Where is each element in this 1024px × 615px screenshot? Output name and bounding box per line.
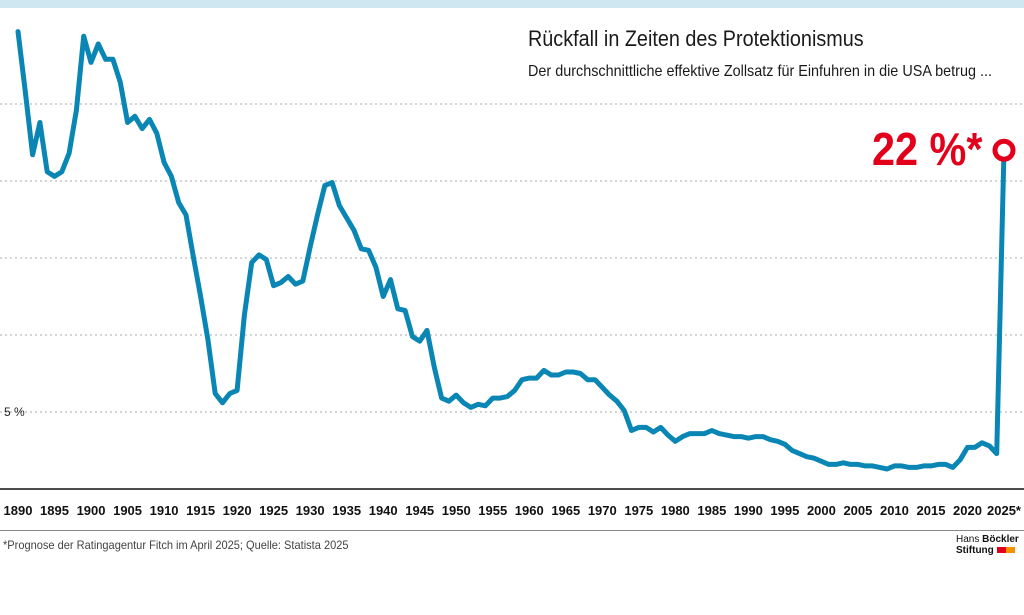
x-tick-label: 1890 [4, 503, 33, 518]
chart-title: Rückfall in Zeiten des Protektionismus [528, 26, 864, 51]
y-tick-label: 5 % [4, 405, 25, 419]
x-tick-label: 1985 [697, 503, 726, 518]
x-tick-label: 1910 [150, 503, 179, 518]
x-tick-label: 1915 [186, 503, 215, 518]
x-tick-label: 1980 [661, 503, 690, 518]
x-tick-label: 1995 [770, 503, 799, 518]
x-tick-label: 1895 [40, 503, 69, 518]
x-tick-label: 2015 [917, 503, 946, 518]
x-tick-label: 1955 [478, 503, 507, 518]
forecast-point-marker [992, 138, 1016, 162]
footnote: *Prognose der Ratingagentur Fitch im Apr… [3, 538, 349, 552]
x-tick-label: 2005 [843, 503, 872, 518]
x-tick-label: 1970 [588, 503, 617, 518]
x-tick-label: 1935 [332, 503, 361, 518]
x-tick-label: 1930 [296, 503, 325, 518]
x-tick-label: 2020 [953, 503, 982, 518]
line-chart: 1890 1895 1900 1905 1910 1915 1920 1925 1930 1935… [0, 29, 1024, 518]
x-tick-label: 1905 [113, 503, 142, 518]
x-tick-label: 2010 [880, 503, 909, 518]
x-tick-label: 1965 [551, 503, 580, 518]
x-tick-label: 2025* [987, 503, 1022, 518]
chart-subtitle: Der durchschnittliche effektive Zollsatz… [528, 63, 992, 80]
x-tick-label: 1945 [405, 503, 434, 518]
x-tick-label: 1960 [515, 503, 544, 518]
x-tick-label: 2000 [807, 503, 836, 518]
x-tick-label: 1950 [442, 503, 471, 518]
x-tick-label: 1975 [624, 503, 653, 518]
hans-boeckler-logo: Hans Böckler Stiftung [956, 534, 1019, 556]
top-accent-bar [0, 0, 1024, 8]
x-tick-label: 1925 [259, 503, 288, 518]
tariff-rate-line [15, 29, 1007, 472]
x-tick-label: 1940 [369, 503, 398, 518]
x-tick-label: 1990 [734, 503, 763, 518]
x-tick-label: 1920 [223, 503, 252, 518]
x-tick-label: 1900 [77, 503, 106, 518]
highlight-value-label: 22 %* [872, 123, 983, 175]
footer-divider [0, 530, 1024, 531]
